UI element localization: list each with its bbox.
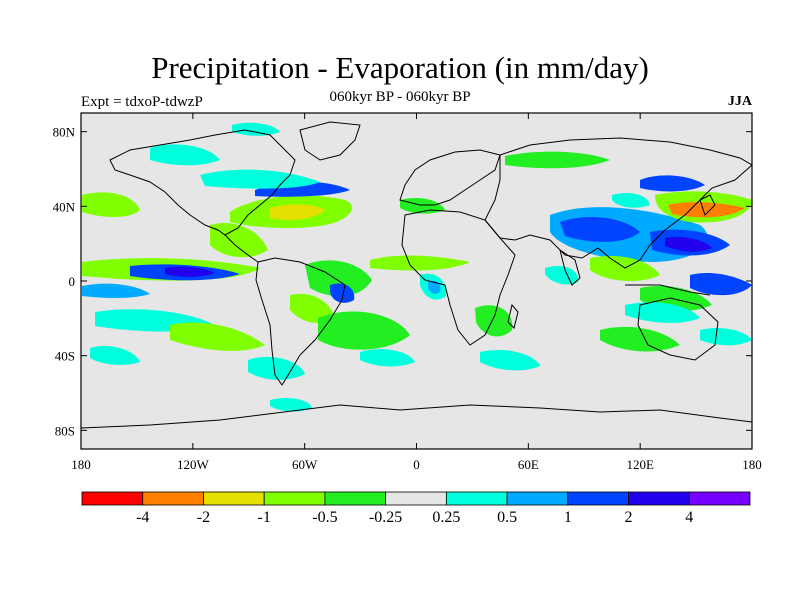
lon-tick-label: 60W	[292, 457, 318, 472]
colorbar-label: 4	[685, 509, 693, 526]
colorbar-label: -0.25	[369, 509, 402, 526]
colorbar-label: 1	[564, 509, 572, 526]
lon-tick-label: 60E	[518, 457, 539, 472]
chart-subtitle: 060kyr BP - 060kyr BP	[329, 89, 471, 105]
anomaly-patch	[150, 144, 220, 166]
anomaly-patch	[612, 193, 650, 208]
anomaly-patch	[400, 198, 445, 214]
anomaly-patch	[700, 328, 752, 346]
coastline-madagascar	[507, 303, 519, 329]
anomaly-patch	[270, 397, 312, 412]
lat-tick-label: 40S	[55, 349, 75, 364]
anomaly-patch	[165, 266, 215, 277]
coastline-africa	[401, 209, 516, 346]
colorbar-label: -0.5	[312, 509, 337, 526]
lat-tick-label: 80N	[53, 125, 76, 140]
colorbar-swatch	[688, 491, 751, 506]
lon-tick-label: 120W	[177, 457, 210, 472]
chart-title: Precipitation - Evaporation (in mm/day)	[151, 50, 649, 85]
anomaly-patch	[475, 305, 513, 337]
coastlines	[81, 121, 752, 429]
anomaly-patch	[82, 192, 140, 217]
coastline-indonesia	[625, 284, 711, 296]
colorbar-swatch	[142, 491, 204, 506]
lon-tick-label: 0	[413, 457, 420, 472]
coastline-europe	[399, 149, 501, 206]
longitude-ticks: 180 120W 60W 0 60E 120E 180	[71, 113, 762, 472]
anomaly-patch	[690, 273, 752, 296]
colorbar-label: 0.25	[432, 509, 460, 526]
colorbar-swatch	[445, 491, 508, 506]
colorbar-label: -1	[258, 509, 271, 526]
anomaly-patch	[232, 122, 280, 136]
coastline-antarctica	[81, 404, 752, 429]
anomaly-patch	[428, 280, 441, 294]
anomaly-patch	[640, 175, 705, 192]
anomaly-patch	[480, 349, 540, 371]
coastline-asia	[484, 137, 752, 269]
anomaly-field	[82, 122, 752, 412]
anomaly-patch	[360, 349, 415, 367]
lat-tick-label: 40N	[53, 199, 76, 214]
coastline-north-america	[109, 129, 296, 236]
colorbar-swatch	[385, 491, 447, 506]
colorbar-swatch	[506, 491, 569, 506]
colorbar-swatch	[324, 491, 387, 506]
anomaly-patch	[665, 237, 712, 252]
coastline-south-america	[255, 257, 346, 386]
lat-tick-label: 80S	[55, 423, 75, 438]
colorbar: -4 -2 -1 -0.5 -0.25 0.25 0.5 1 2 4	[81, 491, 751, 526]
anomaly-patch	[248, 356, 305, 380]
anomaly-patch	[90, 345, 140, 365]
anomaly-patch	[505, 151, 610, 169]
lon-tick-label: 180	[742, 457, 762, 472]
coastline-india	[559, 248, 581, 286]
lat-tick-label: 0	[69, 274, 76, 289]
lon-tick-label: 120E	[626, 457, 654, 472]
anomaly-patch	[330, 283, 355, 303]
anomaly-patch	[210, 222, 268, 258]
anomaly-patch	[560, 217, 640, 242]
anomaly-patch	[370, 255, 470, 271]
coastline-australia	[637, 297, 719, 361]
colorbar-label: -2	[197, 509, 210, 526]
anomaly-patch	[170, 322, 265, 351]
colorbar-label: 2	[625, 509, 633, 526]
anomaly-patch	[305, 260, 372, 297]
colorbar-swatch	[263, 491, 326, 506]
experiment-label: Expt = tdxoP-tdwzP	[81, 94, 203, 110]
anomaly-patch	[318, 311, 410, 350]
season-label: JJA	[727, 94, 752, 109]
anomaly-patch	[668, 202, 745, 218]
coastline-greenland	[299, 121, 361, 161]
latitude-ticks: 80N 40N 0 40S 80S	[53, 125, 752, 438]
colorbar-swatch	[203, 491, 265, 506]
colorbar-swatch	[81, 491, 144, 506]
anomaly-patch	[290, 293, 335, 324]
anomaly-patch	[270, 204, 325, 220]
colorbar-label: -4	[136, 509, 149, 526]
colorbar-swatch	[628, 491, 690, 506]
anomaly-patch	[625, 302, 700, 324]
lon-tick-label: 180	[71, 457, 91, 472]
anomaly-patch	[82, 283, 150, 298]
anomaly-patch	[600, 326, 680, 352]
coastline-central-america	[224, 234, 259, 263]
coastline-japan	[699, 194, 716, 216]
colorbar-swatch	[567, 491, 629, 506]
colorbar-label: 0.5	[497, 509, 517, 526]
